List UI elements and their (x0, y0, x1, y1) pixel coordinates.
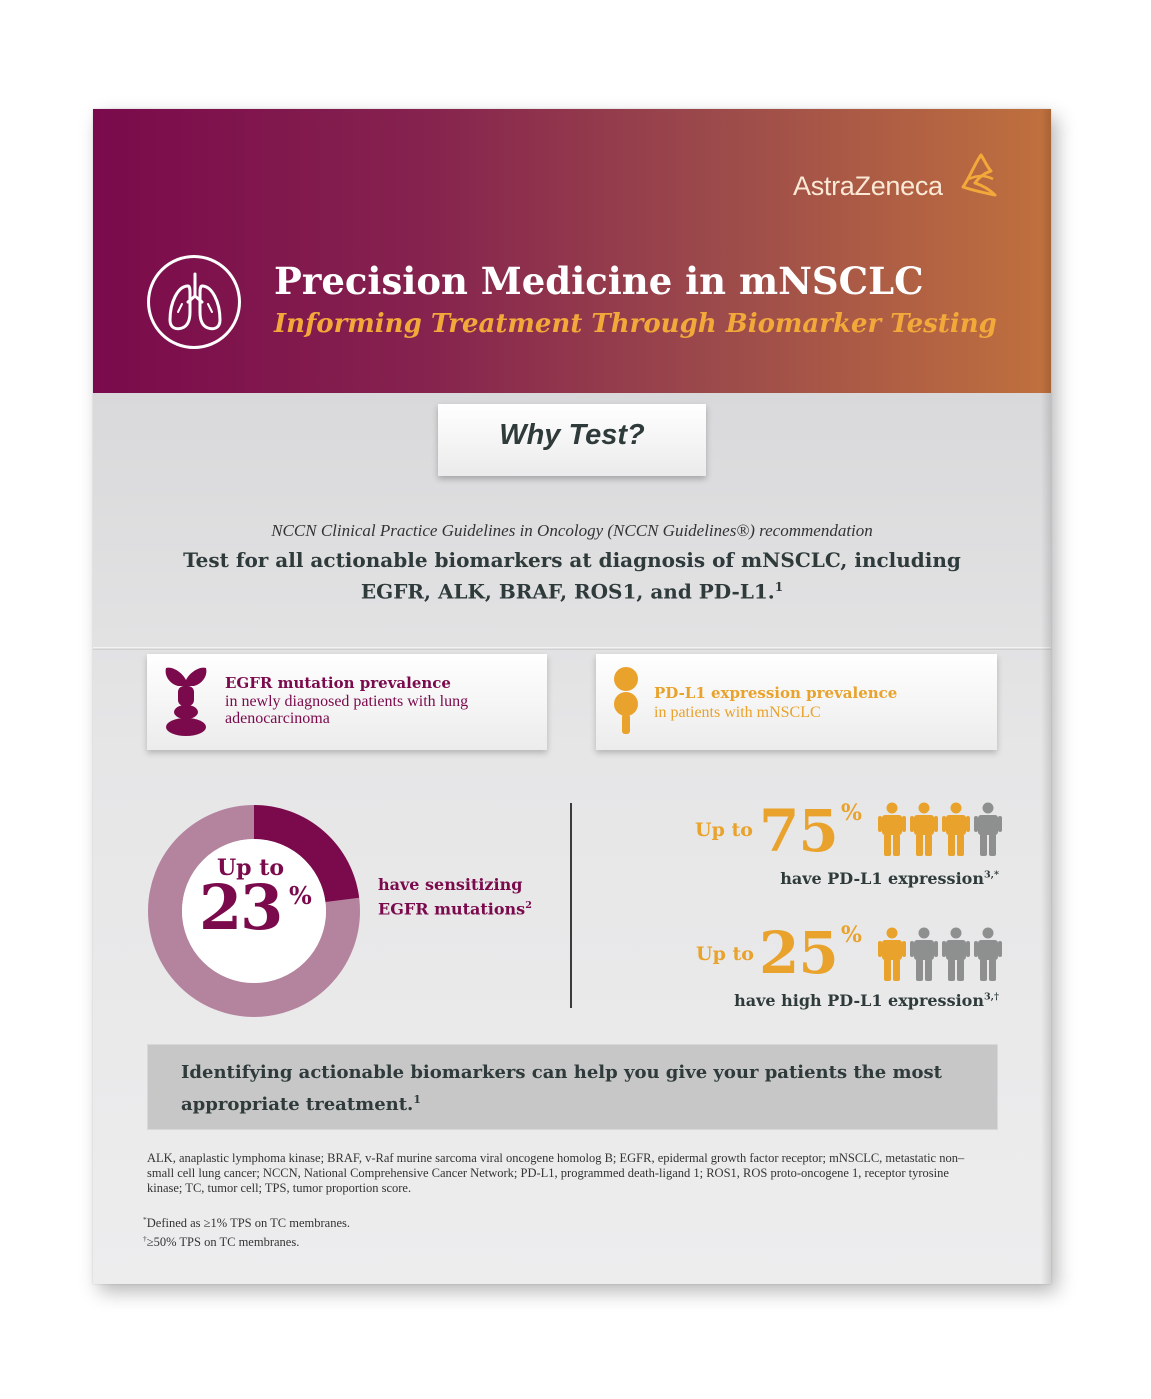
egfr-card-title: EGFR mutation prevalence (225, 674, 451, 692)
footnote: †≥50% TPS on TC membranes. (143, 1234, 300, 1250)
why-test-label: Why Test? (499, 419, 645, 451)
conclusion-box: Identifying actionable biomarkers can he… (147, 1044, 998, 1130)
person-icon (974, 927, 1002, 981)
brand-logo-icon (961, 153, 997, 197)
egfr-percent-sign: % (289, 881, 312, 910)
egfr-caption: have sensitizing EGFR mutations2 (378, 875, 532, 919)
page-subtitle: Informing Treatment Through Biomarker Te… (274, 309, 997, 339)
stats-divider (570, 803, 572, 1008)
pdl1-high-people-pictogram (878, 927, 1002, 981)
pdl1-stat-caption: have PD-L1 expression3,* (780, 869, 999, 888)
why-test-tab: Why Test? (438, 404, 706, 476)
pdl1-high-caption: have high PD-L1 expression3,† (734, 991, 999, 1010)
egfr-upto-label: Up to (217, 855, 285, 881)
header-banner: AstraZeneca Precision Medicine in mNSCLC… (93, 109, 1051, 393)
donut-center (182, 839, 326, 983)
person-icon (910, 927, 938, 981)
pdl1-high-value: 25 (759, 919, 839, 987)
egfr-card-subtitle: in newly diagnosed patients with lung ad… (225, 693, 469, 727)
person-icon (910, 802, 938, 856)
lungs-icon (147, 255, 241, 349)
page-title: Precision Medicine in mNSCLC (274, 259, 924, 303)
pdl1-high-percent-sign: % (841, 922, 862, 948)
pdl1-stat-upto-label: Up to (695, 819, 753, 841)
flyer-page: AstraZeneca Precision Medicine in mNSCLC… (93, 109, 1051, 1284)
person-icon (878, 927, 906, 981)
brand-logo-text: AstraZeneca (793, 171, 943, 201)
person-icon (942, 802, 970, 856)
donut-egfr-arc (253, 805, 360, 903)
pdl1-prevalence-card: PD-L1 expression prevalence in patients … (596, 654, 997, 750)
footnotes: *Defined as ≥1% TPS on TC membranes. †≥5… (143, 1212, 643, 1250)
abbreviations: ALK, anaplastic lymphoma kinase; BRAF, v… (147, 1151, 965, 1195)
section-divider (93, 647, 1051, 650)
guideline-recommendation: Test for all actionable biomarkers at di… (183, 548, 961, 604)
pdl1-people-pictogram (878, 802, 1002, 856)
footnote: *Defined as ≥1% TPS on TC membranes. (143, 1215, 350, 1231)
pdl1-card-subtitle: in patients with mNSCLC (654, 704, 821, 721)
guideline-source: NCCN Clinical Practice Guidelines in Onc… (271, 521, 873, 540)
egfr-value: 23 (199, 871, 283, 944)
person-icon (942, 927, 970, 981)
person-icon (878, 802, 906, 856)
pdl1-stat-value: 75 (759, 797, 839, 865)
egfr-prevalence-card: EGFR mutation prevalence in newly diagno… (147, 654, 547, 750)
egfr-receptor-icon (165, 667, 207, 736)
person-icon (974, 802, 1002, 856)
pdl1-stat-percent-sign: % (841, 800, 862, 826)
pdl1-high-upto-label: Up to (696, 943, 754, 965)
conclusion-text: Identifying actionable biomarkers can he… (181, 1062, 942, 1115)
pdl1-card-title: PD-L1 expression prevalence (654, 684, 898, 702)
egfr-donut-chart (148, 805, 360, 1017)
pd-l1-icon (614, 667, 638, 734)
